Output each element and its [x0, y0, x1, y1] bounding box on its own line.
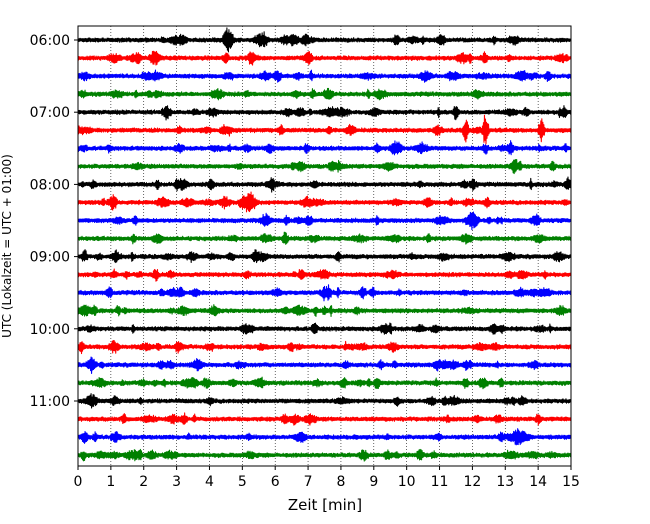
trace-1045 [77, 376, 572, 390]
trace-1115 [77, 412, 572, 426]
x-tick-label-1: 1 [106, 474, 115, 490]
trace-0930 [77, 284, 572, 302]
trace-1130 [77, 428, 572, 446]
trace-0700 [77, 105, 572, 121]
y-tick-label-10:00: 10:00 [30, 322, 70, 338]
x-tick-label-11: 11 [431, 474, 449, 490]
x-tick-label-13: 13 [496, 474, 514, 490]
y-tick-label-08:00: 08:00 [30, 177, 70, 193]
x-tick-label-6: 6 [271, 474, 280, 490]
trace-1015 [77, 340, 572, 355]
trace-1030 [77, 356, 572, 374]
x-tick-label-4: 4 [205, 474, 214, 490]
x-axis-label: Zeit [min] [288, 496, 362, 514]
trace-1145 [77, 448, 572, 462]
plot-frame [77, 25, 572, 467]
trace-1100 [77, 393, 572, 409]
trace-0615 [77, 50, 572, 66]
x-tick-label-10: 10 [398, 474, 416, 490]
y-tick-label-09:00: 09:00 [30, 250, 70, 266]
trace-0630 [77, 69, 572, 83]
trace-0645 [77, 87, 572, 101]
y-tick-label-11:00: 11:00 [30, 394, 70, 410]
trace-0800 [77, 176, 572, 193]
x-tick-label-15: 15 [562, 474, 580, 490]
trace-0815 [77, 191, 572, 213]
trace-layer [77, 27, 572, 462]
x-tick-label-8: 8 [336, 474, 345, 490]
x-tick-label-12: 12 [463, 474, 481, 490]
trace-1000 [77, 322, 572, 335]
y-tick-label-07:00: 07:00 [30, 105, 70, 121]
trace-0715 [77, 114, 572, 145]
trace-0845 [77, 231, 572, 245]
y-axis-label: UTC (Lokalzeit = UTC + 01:00) [0, 154, 14, 338]
trace-0915 [77, 268, 572, 282]
x-tick-label-2: 2 [139, 474, 148, 490]
x-tick-label-3: 3 [172, 474, 181, 490]
trace-0745 [77, 158, 572, 175]
x-tick-label-9: 9 [369, 474, 378, 490]
trace-0945 [77, 304, 572, 318]
x-tick-label-7: 7 [304, 474, 313, 490]
axis-layer: 0 1 2 3 4 5 6 7 8 9 10 11 12 13 14 1506:0007:0008:0009:… [30, 33, 580, 490]
x-tick-label-5: 5 [238, 474, 247, 490]
trace-0600 [77, 27, 572, 53]
trace-0830 [77, 211, 572, 231]
y-tick-label-06:00: 06:00 [30, 33, 70, 49]
trace-0730 [77, 140, 572, 156]
x-tick-label-14: 14 [529, 474, 547, 490]
x-tick-label-0: 0 [74, 474, 83, 490]
trace-0900 [77, 249, 572, 264]
